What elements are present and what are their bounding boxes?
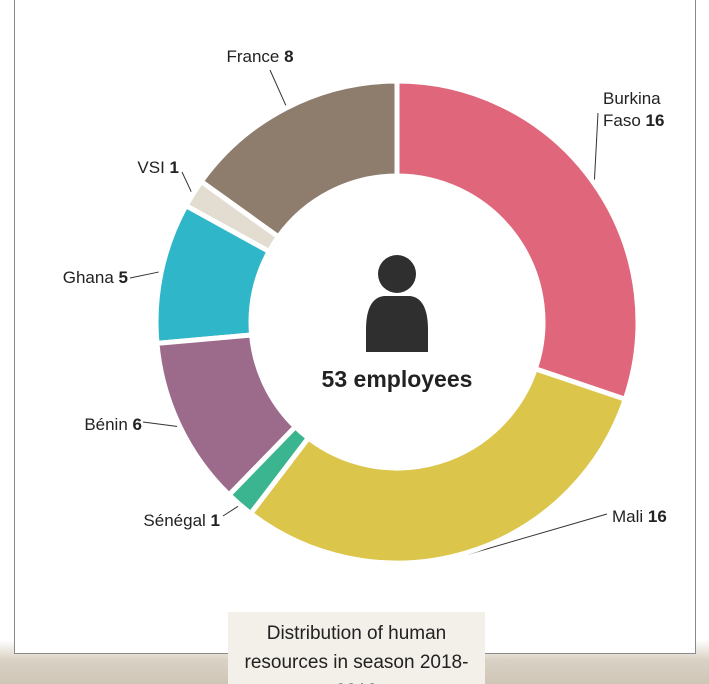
slice-label: VSI 1 bbox=[80, 157, 179, 179]
donut-slice bbox=[397, 81, 638, 399]
value-label: 8 bbox=[284, 47, 293, 66]
leader-line bbox=[143, 422, 178, 427]
category-name: VSI bbox=[137, 158, 164, 177]
category-name: Mali bbox=[612, 507, 643, 526]
value-label: 16 bbox=[646, 111, 665, 130]
slice-label: Bénin 6 bbox=[40, 414, 142, 436]
leader-line bbox=[130, 272, 159, 278]
value-label: 1 bbox=[211, 511, 220, 530]
slice-label: Sénégal 1 bbox=[100, 510, 220, 532]
person-icon bbox=[366, 255, 428, 352]
donut-slice bbox=[251, 369, 626, 563]
slice-label: Burkina Faso 16 bbox=[603, 88, 678, 132]
center-label: employees bbox=[354, 366, 473, 392]
page: 53 employees Distribution of human resou… bbox=[0, 0, 709, 684]
value-label: 16 bbox=[648, 507, 667, 526]
slice-label: Mali 16 bbox=[612, 506, 692, 528]
caption: Distribution of human resources in seaso… bbox=[228, 612, 485, 684]
slice-label: Ghana 5 bbox=[20, 267, 128, 289]
value-label: 1 bbox=[170, 158, 179, 177]
value-label: 6 bbox=[133, 415, 142, 434]
category-name: Sénégal bbox=[143, 511, 205, 530]
value-label: 5 bbox=[119, 268, 128, 287]
category-name: Ghana bbox=[63, 268, 114, 287]
leader-line bbox=[223, 506, 238, 516]
slice-label: France 8 bbox=[200, 46, 320, 68]
center-text: 53 employees bbox=[297, 366, 497, 393]
leader-line bbox=[270, 70, 286, 106]
leader-line bbox=[182, 172, 192, 192]
center-value: 53 bbox=[322, 366, 348, 392]
category-name: Bénin bbox=[84, 415, 127, 434]
leader-line bbox=[594, 113, 598, 180]
category-name: France bbox=[226, 47, 279, 66]
